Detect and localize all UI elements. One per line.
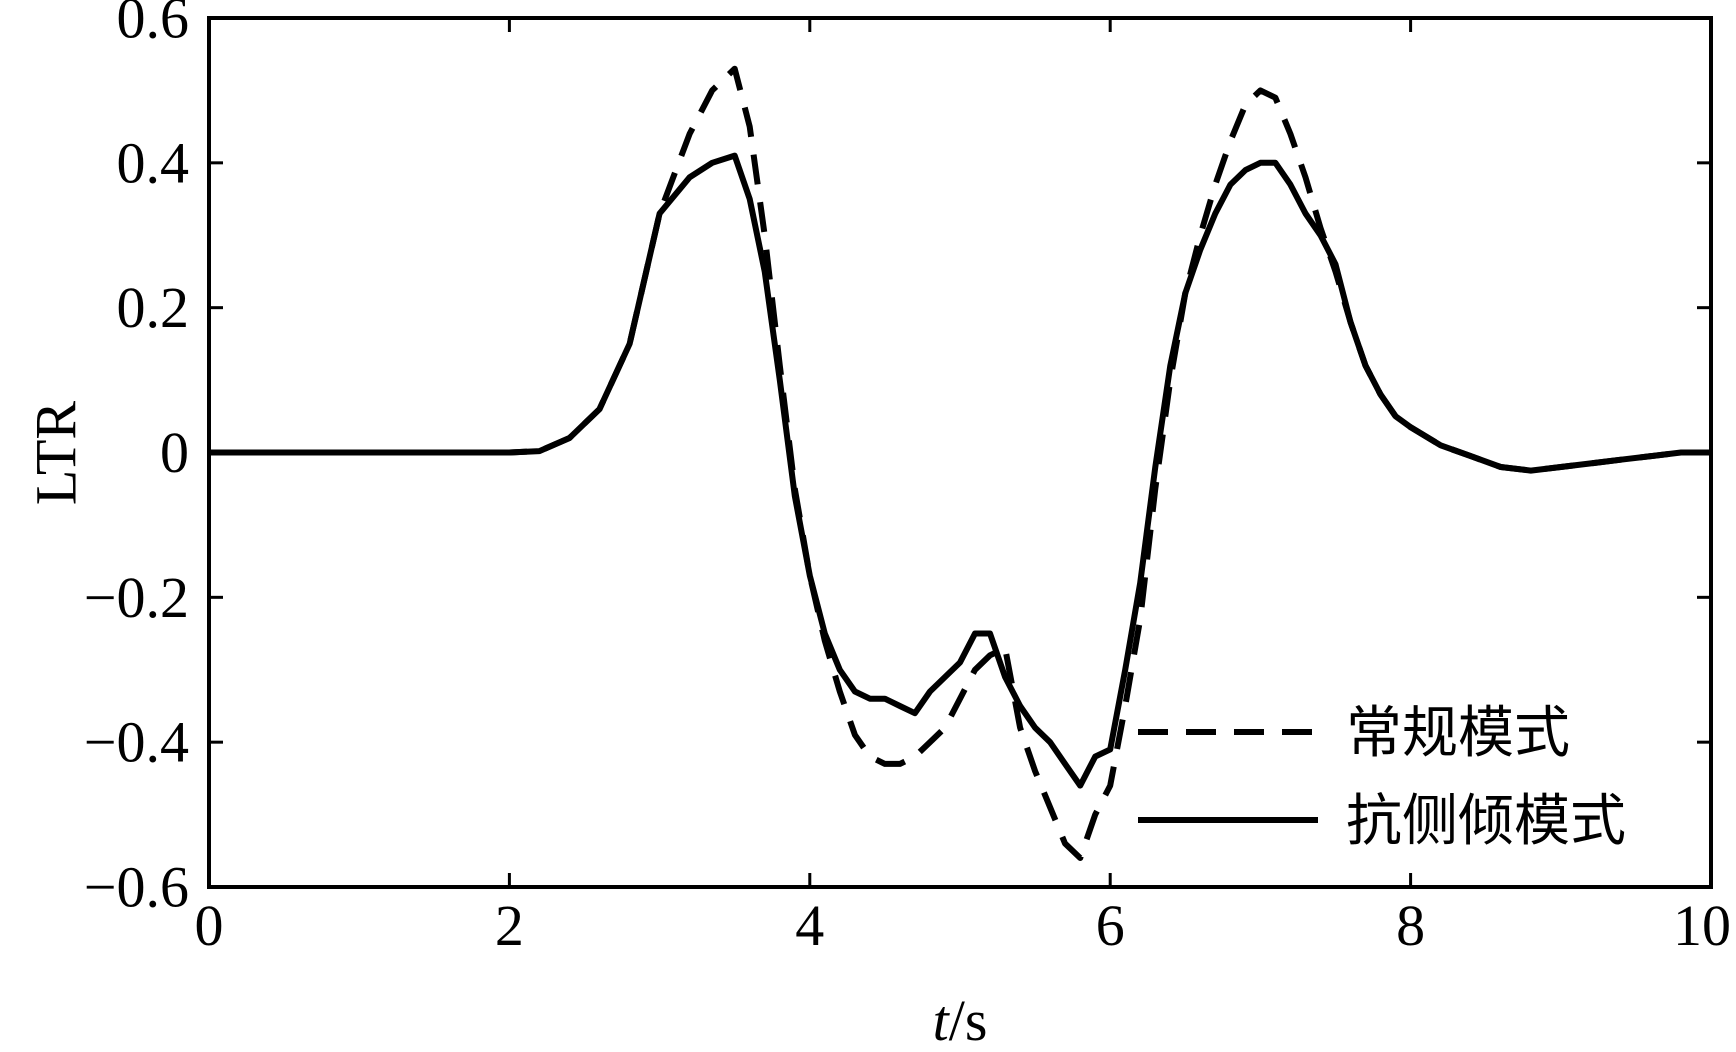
legend: 常规模式 抗侧倾模式	[1138, 703, 1626, 853]
y-tick-label: 0.2	[117, 275, 190, 340]
y-tick-label: −0.6	[84, 855, 189, 920]
ticks-layer	[207, 16, 1713, 889]
series-layer	[209, 65, 1711, 861]
x-axis-label: t/s	[933, 988, 988, 1047]
series-line-conventional	[209, 65, 1711, 861]
y-tick-label: −0.2	[84, 565, 189, 630]
x-tick-label: 10	[1673, 893, 1731, 958]
y-tick-label: −0.4	[84, 710, 189, 775]
y-axis-label: LTR	[23, 401, 88, 506]
x-tick-label: 0	[195, 893, 224, 958]
series-line-anti-roll	[209, 152, 1711, 789]
x-axis-label-unit: /s	[949, 988, 988, 1047]
tick-labels-layer: 0 2 4 6 8 10 0.6 0.4 0.2 0 −0.2 −0.4 −0.6	[84, 0, 1731, 958]
x-tick-label: 6	[1096, 893, 1125, 958]
legend-label-anti-roll: 抗侧倾模式	[1346, 791, 1626, 853]
y-tick-label: 0.4	[117, 130, 190, 195]
x-tick-label: 8	[1396, 893, 1425, 958]
y-tick-label: 0.6	[117, 0, 190, 51]
x-axis-label-variable: t	[933, 988, 951, 1047]
x-tick-label: 2	[495, 893, 524, 958]
x-tick-label: 4	[795, 893, 824, 958]
legend-label-conventional: 常规模式	[1346, 703, 1570, 765]
y-tick-label: 0	[160, 420, 189, 485]
